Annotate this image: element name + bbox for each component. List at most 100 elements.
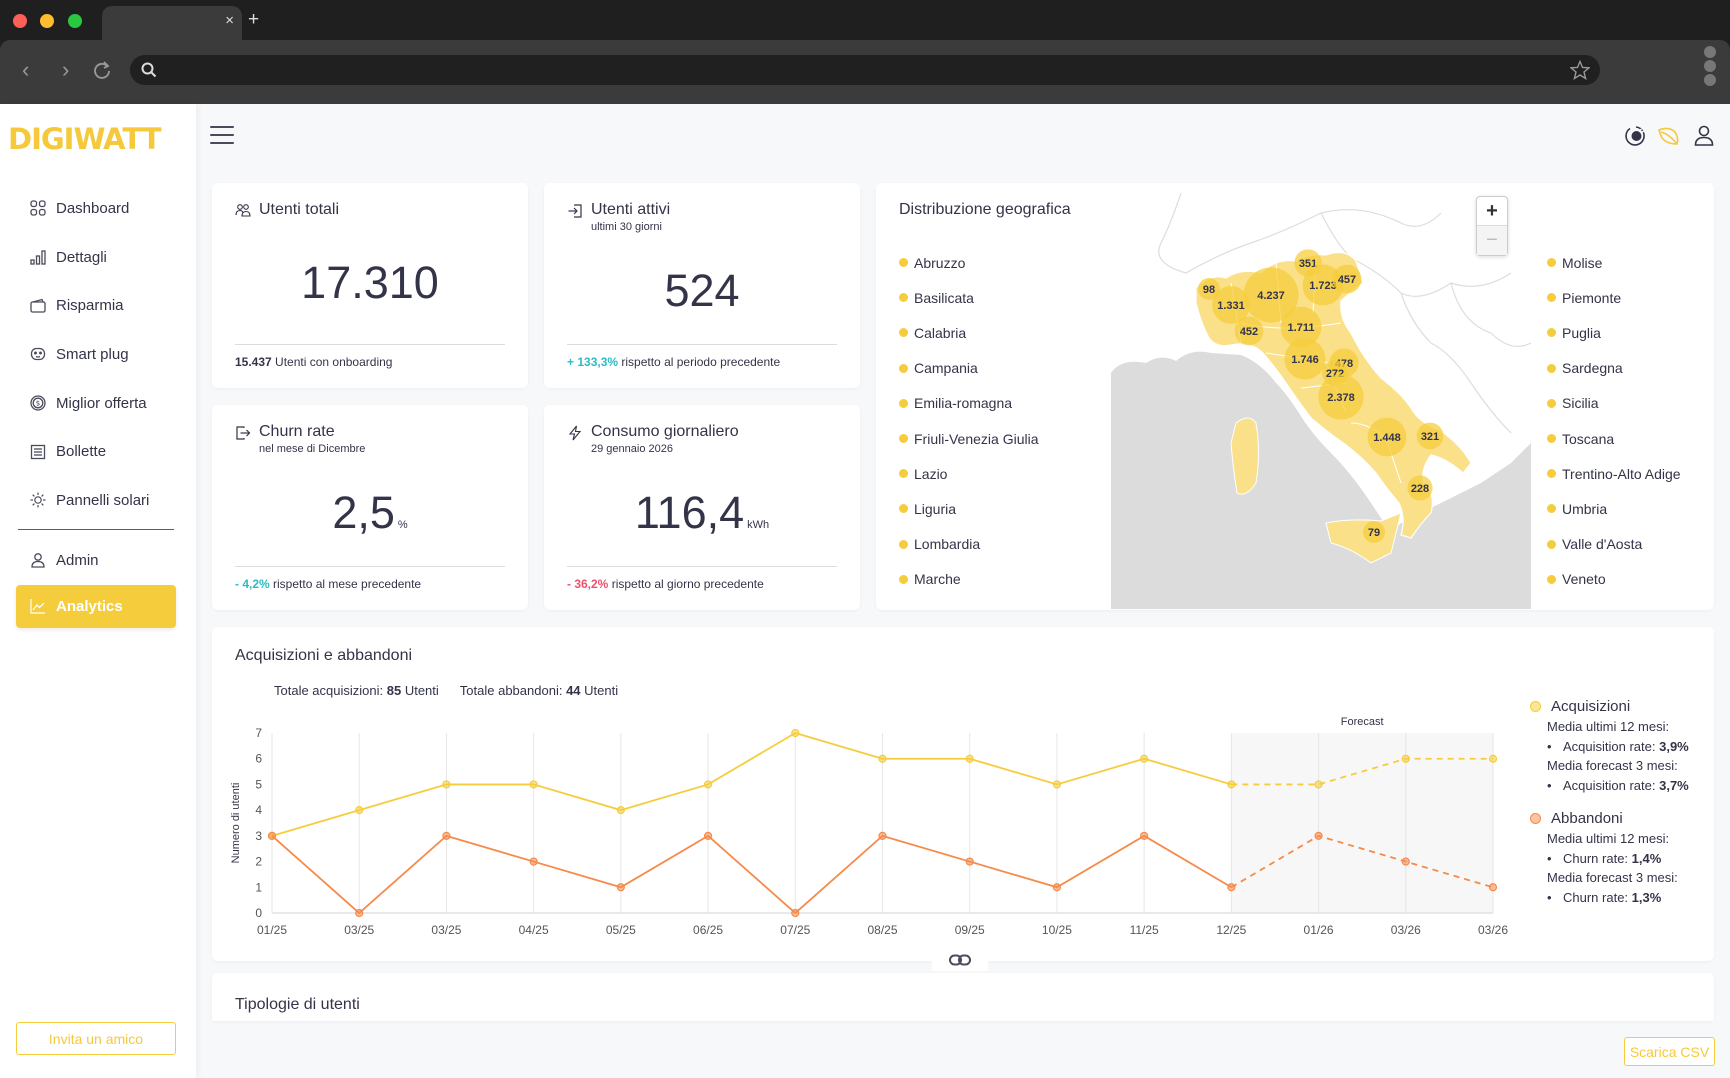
map-marker[interactable] [1284, 338, 1326, 380]
sidebar-item-bollette[interactable]: Bollette [16, 427, 176, 476]
data-point[interactable] [442, 780, 451, 789]
divider [567, 344, 837, 345]
data-point[interactable] [791, 908, 800, 918]
map-marker[interactable] [1332, 264, 1362, 294]
italy-map[interactable]: 984.2373511.7234571.3314521.7111.7464782… [1101, 183, 1531, 609]
close-tab-icon[interactable]: × [225, 12, 234, 29]
data-point[interactable] [616, 883, 625, 892]
data-point[interactable] [1052, 883, 1062, 892]
new-tab-icon[interactable]: + [248, 9, 260, 30]
data-point[interactable] [1140, 754, 1149, 763]
menu-toggle-icon[interactable] [210, 126, 234, 146]
browser-tab[interactable]: × [102, 6, 242, 40]
region-legend-item[interactable]: Lazio [899, 456, 1039, 491]
leaf-icon[interactable] [1657, 124, 1681, 148]
region-legend-item[interactable]: Piemonte [1547, 280, 1681, 315]
region-legend-item[interactable]: Valle d'Aosta [1547, 527, 1681, 562]
data-point[interactable] [529, 780, 538, 789]
region-legend-item[interactable]: Calabria [899, 315, 1039, 350]
region-legend-item[interactable]: Marche [899, 562, 1039, 597]
data-point[interactable] [1052, 780, 1062, 789]
map-marker[interactable] [1243, 267, 1299, 323]
sidebar-item-dashboard[interactable]: Dashboard [16, 184, 176, 233]
sidebar-item-analytics[interactable]: Analytics [16, 584, 176, 628]
data-point[interactable] [1227, 883, 1236, 892]
data-point[interactable] [1314, 831, 1323, 840]
data-point[interactable] [1227, 780, 1236, 789]
energy-plug-icon[interactable] [1624, 124, 1648, 148]
data-point[interactable] [878, 754, 887, 763]
map-marker-label: 452 [1240, 326, 1258, 338]
data-point[interactable] [878, 831, 887, 840]
region-legend-item[interactable]: Lombardia [899, 527, 1039, 562]
download-csv-button[interactable]: Scarica CSV [1624, 1037, 1715, 1066]
back-icon[interactable]: ‹ [22, 57, 30, 82]
map-marker[interactable] [1280, 306, 1322, 348]
region-legend-item[interactable]: Toscana [1547, 421, 1681, 456]
address-bar[interactable] [130, 55, 1600, 85]
map-marker[interactable] [1363, 521, 1385, 543]
data-point[interactable] [529, 857, 538, 866]
region-legend-item[interactable]: Campania [899, 351, 1039, 386]
data-point[interactable] [965, 857, 974, 866]
sidebar-item-admin[interactable]: Admin [16, 536, 176, 585]
zoom-in-button[interactable]: + [1477, 197, 1507, 226]
window-close-button[interactable] [13, 14, 27, 28]
data-point[interactable] [703, 780, 713, 789]
sidebar-item-risparmia[interactable]: Risparmia [16, 281, 176, 330]
zoom-out-button[interactable]: − [1477, 226, 1507, 255]
region-legend-item[interactable]: Sardegna [1547, 351, 1681, 386]
region-legend-item[interactable]: Friuli-Venezia Giulia [899, 421, 1039, 456]
legend-abbandoni[interactable]: Abbandoni [1530, 807, 1710, 829]
region-legend-item[interactable]: Sicilia [1547, 386, 1681, 421]
data-point[interactable] [1140, 831, 1149, 840]
data-point[interactable] [355, 908, 364, 918]
sidebar-item-dettagli[interactable]: Dettagli [16, 233, 176, 282]
map-marker[interactable] [1212, 286, 1250, 324]
region-legend-item[interactable]: Emilia-romagna [899, 386, 1039, 421]
data-point[interactable] [1401, 857, 1410, 866]
link-button[interactable] [932, 949, 988, 971]
data-point[interactable] [965, 754, 974, 763]
sidebar-item-smart-plug[interactable]: Smart plug [16, 330, 176, 379]
invite-friend-button[interactable]: Invita un amico [16, 1022, 176, 1055]
data-point[interactable] [1488, 754, 1498, 763]
reload-icon[interactable] [92, 60, 112, 80]
bookmark-star-icon[interactable] [1570, 60, 1590, 80]
region-legend-item[interactable]: Abruzzo [899, 245, 1039, 280]
region-legend-item[interactable]: Veneto [1547, 562, 1681, 597]
data-point[interactable] [1401, 754, 1410, 763]
region-legend-item[interactable]: Trentino-Alto Adige [1547, 456, 1681, 491]
data-point[interactable] [791, 728, 800, 738]
sidebar-item-miglior-offerta[interactable]: $ Miglior offerta [16, 379, 176, 428]
browser-tabbar: × + [0, 0, 1730, 40]
region-legend-item[interactable]: Umbria [1547, 491, 1681, 526]
forward-icon[interactable]: › [62, 57, 70, 82]
data-point[interactable] [442, 831, 451, 840]
map-marker[interactable] [1416, 422, 1444, 450]
region-legend-item[interactable]: Puglia [1547, 315, 1681, 350]
legend-acquisizioni[interactable]: Acquisizioni [1530, 695, 1710, 717]
map-canvas[interactable]: 984.2373511.7234571.3314521.7111.7464782… [1101, 183, 1531, 609]
region-legend-item[interactable]: Basilicata [899, 280, 1039, 315]
data-point[interactable] [1314, 780, 1323, 789]
window-maximize-button[interactable] [68, 14, 82, 28]
data-point[interactable] [355, 806, 364, 815]
browser-menu-icon[interactable] [1704, 46, 1718, 88]
data-point[interactable] [616, 806, 625, 815]
region-legend-item[interactable]: Liguria [899, 491, 1039, 526]
window-minimize-button[interactable] [40, 14, 54, 28]
map-marker[interactable] [1407, 475, 1433, 501]
map-marker[interactable] [1234, 316, 1264, 346]
data-point[interactable] [703, 831, 713, 840]
sidebar-item-pannelli-solari[interactable]: Pannelli solari [16, 476, 176, 525]
map-marker[interactable] [1367, 417, 1407, 457]
region-legend-item[interactable]: Molise [1547, 245, 1681, 280]
map-marker[interactable] [1318, 374, 1364, 420]
kpi-footer-text: rispetto al periodo precedente [618, 355, 781, 369]
user-profile-icon[interactable] [1692, 124, 1716, 148]
map-marker[interactable] [1198, 278, 1220, 300]
data-point[interactable] [267, 831, 277, 840]
data-point[interactable] [1488, 883, 1498, 892]
legend-text: Media forecast 3 mesi: [1547, 870, 1678, 885]
